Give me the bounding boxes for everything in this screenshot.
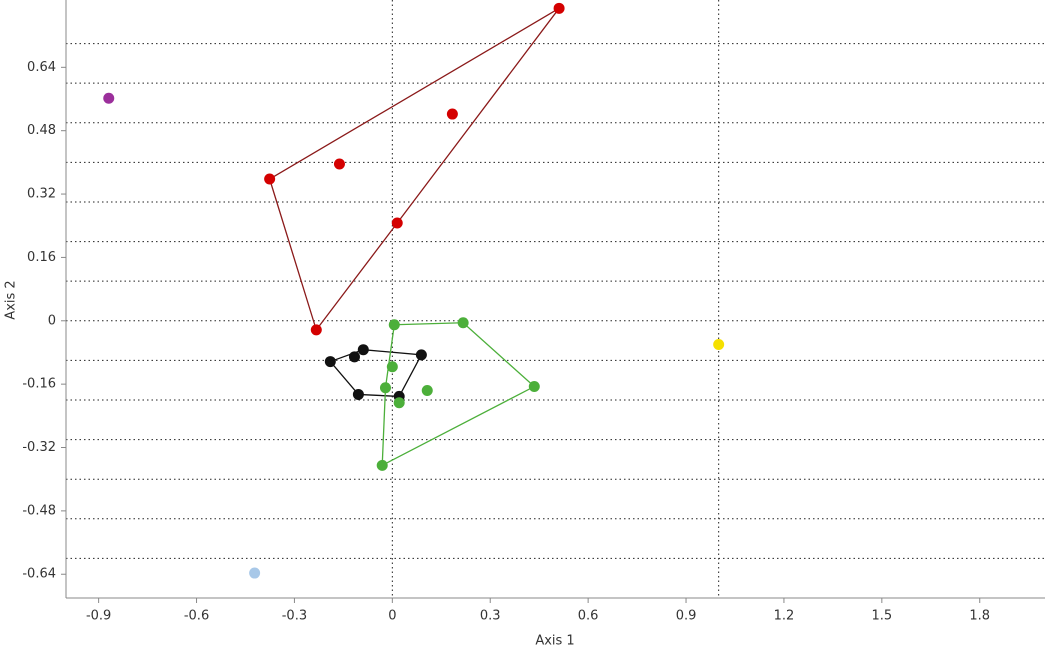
x-tick-label: 0.3 — [480, 609, 501, 624]
point — [528, 381, 540, 393]
x-axis-label: Axis 1 — [535, 634, 574, 649]
point — [393, 397, 405, 409]
point — [348, 351, 360, 363]
x-tick-label: 0.9 — [676, 609, 697, 624]
y-tick-label: -0.48 — [22, 503, 56, 518]
point — [376, 459, 388, 471]
y-tick-label: 0.32 — [27, 187, 56, 202]
y-tick-label: 0.64 — [27, 60, 56, 75]
x-tick-label: -0.9 — [86, 609, 111, 624]
point — [388, 319, 400, 331]
point — [352, 388, 364, 400]
y-tick-label: -0.64 — [22, 567, 56, 582]
point — [333, 158, 345, 170]
point — [264, 173, 276, 185]
x-tick-label: 1.2 — [774, 609, 795, 624]
y-tick-label: 0.48 — [27, 123, 56, 138]
y-axis-label: Axis 2 — [4, 280, 19, 319]
point — [713, 339, 725, 351]
y-tick-label: -0.32 — [22, 440, 56, 455]
x-tick-label: -0.6 — [184, 609, 209, 624]
point — [553, 2, 565, 14]
point — [386, 361, 398, 373]
point — [310, 324, 322, 336]
point — [421, 384, 433, 396]
x-tick-label: 1.8 — [969, 609, 990, 624]
y-tick-label: -0.16 — [22, 377, 56, 392]
point — [324, 356, 336, 368]
point — [379, 382, 391, 394]
point — [249, 567, 261, 579]
x-tick-label: 0 — [388, 609, 396, 624]
hull — [329, 349, 423, 398]
hull — [268, 7, 560, 332]
point — [391, 217, 403, 229]
y-tick-label: 0 — [48, 313, 56, 328]
y-tick-label: 0.16 — [27, 250, 56, 265]
x-tick-label: 0.6 — [578, 609, 599, 624]
point — [446, 108, 458, 120]
point — [457, 317, 469, 329]
point — [415, 349, 427, 361]
point — [357, 344, 369, 356]
x-tick-label: -0.3 — [282, 609, 307, 624]
point — [103, 92, 115, 104]
hull — [381, 322, 536, 467]
x-tick-label: 1.5 — [871, 609, 892, 624]
